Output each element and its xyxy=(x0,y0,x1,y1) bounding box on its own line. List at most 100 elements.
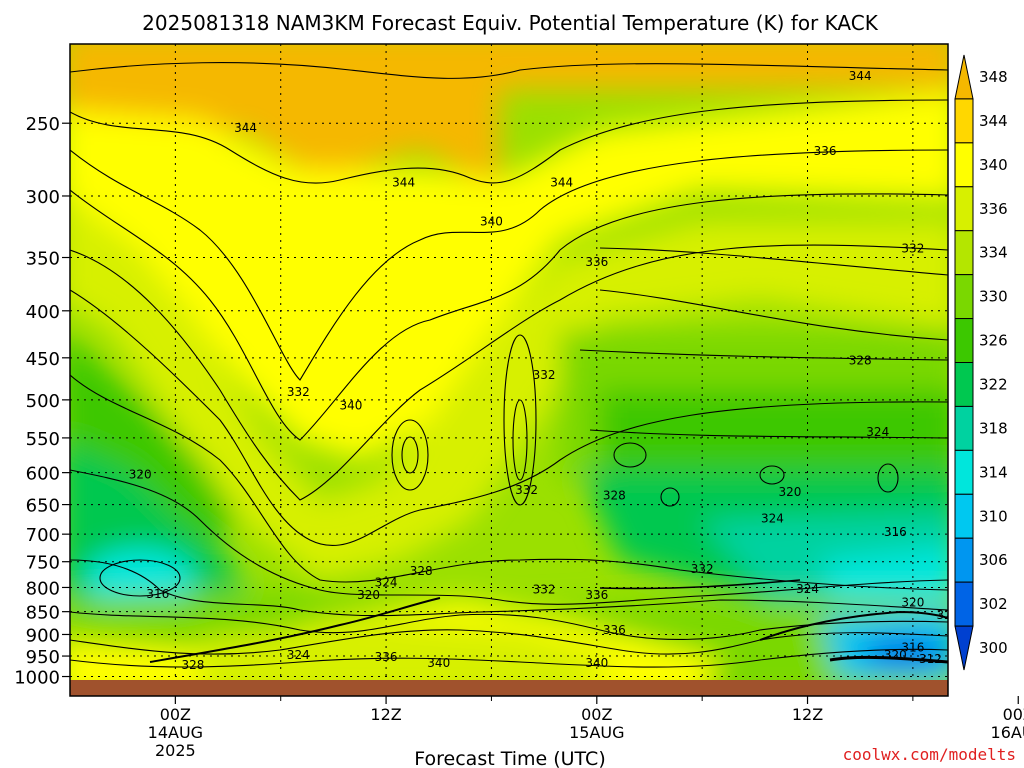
contour-label: 316 xyxy=(901,641,924,655)
contour-line xyxy=(70,559,948,617)
field-yellowgreen-upper xyxy=(70,197,948,580)
y-tick-label: 800 xyxy=(26,578,60,599)
contour-line xyxy=(599,579,801,590)
contour-label: 344 xyxy=(550,175,573,189)
contour-line xyxy=(589,429,948,439)
x-axis: 00Z14AUG202512Z00Z15AUG12Z00Z16AUG xyxy=(148,696,1024,760)
colorbar-label: 310 xyxy=(979,507,1008,525)
contour-label-text: 320 xyxy=(884,648,907,662)
contour-label-text: 332 xyxy=(533,368,556,382)
contour-label: 340 xyxy=(340,398,363,412)
chart-title: 2025081318 NAM3KM Forecast Equiv. Potent… xyxy=(142,11,879,35)
contour-label-text: 324 xyxy=(761,511,784,525)
contour-label: 332 xyxy=(901,241,924,255)
x-axis-label: Forecast Time (UTC) xyxy=(414,748,605,768)
contour-label-text: 328 xyxy=(410,564,433,578)
contour-label-text: 308 xyxy=(1007,638,1024,652)
contour-loop xyxy=(613,442,647,468)
contour-label-text: 320 xyxy=(357,588,380,602)
contour-label-text: 328 xyxy=(849,353,872,367)
colorbar-segment xyxy=(954,142,974,188)
x-tick-label: 00Z xyxy=(160,705,191,724)
contour-label: 332 xyxy=(287,385,310,399)
colorbar-label: 306 xyxy=(979,551,1008,569)
contour-label-text: 340 xyxy=(340,398,363,412)
y-axis: 2503003504004505005506006507007508008509… xyxy=(14,114,70,689)
y-tick-label: 450 xyxy=(26,349,60,370)
colorbar-segment xyxy=(954,362,974,407)
y-tick-label: 550 xyxy=(26,429,60,450)
contour-label-text: 328 xyxy=(181,658,204,672)
contour-label-text: 332 xyxy=(901,241,924,255)
contour-label: 320 xyxy=(357,588,380,602)
contour-label-text: 332 xyxy=(287,385,310,399)
x-tick-label: 15AUG xyxy=(569,723,624,742)
contour-label: 340 xyxy=(585,656,608,670)
contour-label-text: 332 xyxy=(515,483,538,497)
contour-label-text: 312 xyxy=(919,652,942,666)
credit-text: coolwx.com/modelts xyxy=(843,745,1016,764)
colorbar-segment xyxy=(954,625,974,671)
contour-label-text: 316 xyxy=(901,641,924,655)
colorbar-label: 336 xyxy=(979,200,1008,218)
field-orange-upper xyxy=(70,60,500,190)
y-tick-label: 300 xyxy=(26,187,60,208)
contour-label-text: 324 xyxy=(866,425,889,439)
contour-line xyxy=(759,610,948,641)
contour-label: 324 xyxy=(287,648,310,662)
contour-label-text: 344 xyxy=(392,175,415,189)
contour-line xyxy=(599,289,948,341)
colorbar-segment xyxy=(954,537,974,583)
contour-label-text: 332 xyxy=(533,582,556,596)
field-yellow-upper xyxy=(70,91,948,460)
contour-loop xyxy=(391,419,429,491)
contour-label-text: 320 xyxy=(129,468,152,482)
colorbar-label: 330 xyxy=(979,288,1008,306)
contour-label-text: 324 xyxy=(375,575,398,589)
colorbar-label: 300 xyxy=(979,639,1008,657)
x-tick-label: 00Z xyxy=(581,705,612,724)
colorbar-segment xyxy=(954,318,974,364)
colorbar-segment xyxy=(954,186,974,232)
contour-loop xyxy=(401,436,419,474)
contour-line xyxy=(579,349,948,361)
contour-label: 340 xyxy=(427,656,450,670)
contour-label-text: 316 xyxy=(146,587,169,601)
contour-label-text: 316 xyxy=(884,525,907,539)
colorbar-label: 326 xyxy=(979,332,1008,350)
contour-line xyxy=(70,149,948,381)
contour-label: 344 xyxy=(392,175,415,189)
contour-label: 324 xyxy=(375,575,398,589)
contour-label-text: 320 xyxy=(901,596,924,610)
colorbar-segment xyxy=(954,405,974,451)
y-tick-label: 400 xyxy=(26,302,60,323)
contour-loop xyxy=(660,487,680,507)
contour-label: 320 xyxy=(884,648,907,662)
colorbar-label: 340 xyxy=(979,156,1008,174)
contour-loop xyxy=(877,463,899,493)
colorbar-segment xyxy=(954,449,974,495)
contour-label: 312 xyxy=(919,652,942,666)
contour-label: 332 xyxy=(533,368,556,382)
contour-label: 332 xyxy=(533,582,556,596)
contour-line xyxy=(70,62,948,79)
contour-label-text: 320 xyxy=(779,485,802,499)
contour-label-text: 324 xyxy=(937,608,960,622)
contour-label: 328 xyxy=(603,488,626,502)
contour-label: 336 xyxy=(585,588,608,602)
ground-surface xyxy=(70,680,948,696)
colorbar-label: 302 xyxy=(979,595,1008,613)
y-tick-label: 1000 xyxy=(14,668,60,689)
colorbar-segment xyxy=(954,493,974,539)
contour-label: 324 xyxy=(796,582,819,596)
contour-line xyxy=(70,99,948,184)
contour-line xyxy=(70,611,948,641)
contour-label: 336 xyxy=(814,144,837,158)
contour-label: 336 xyxy=(585,255,608,269)
y-tick-label: 850 xyxy=(26,603,60,624)
contour-label-text: 336 xyxy=(603,623,626,637)
contour-line xyxy=(829,655,948,664)
